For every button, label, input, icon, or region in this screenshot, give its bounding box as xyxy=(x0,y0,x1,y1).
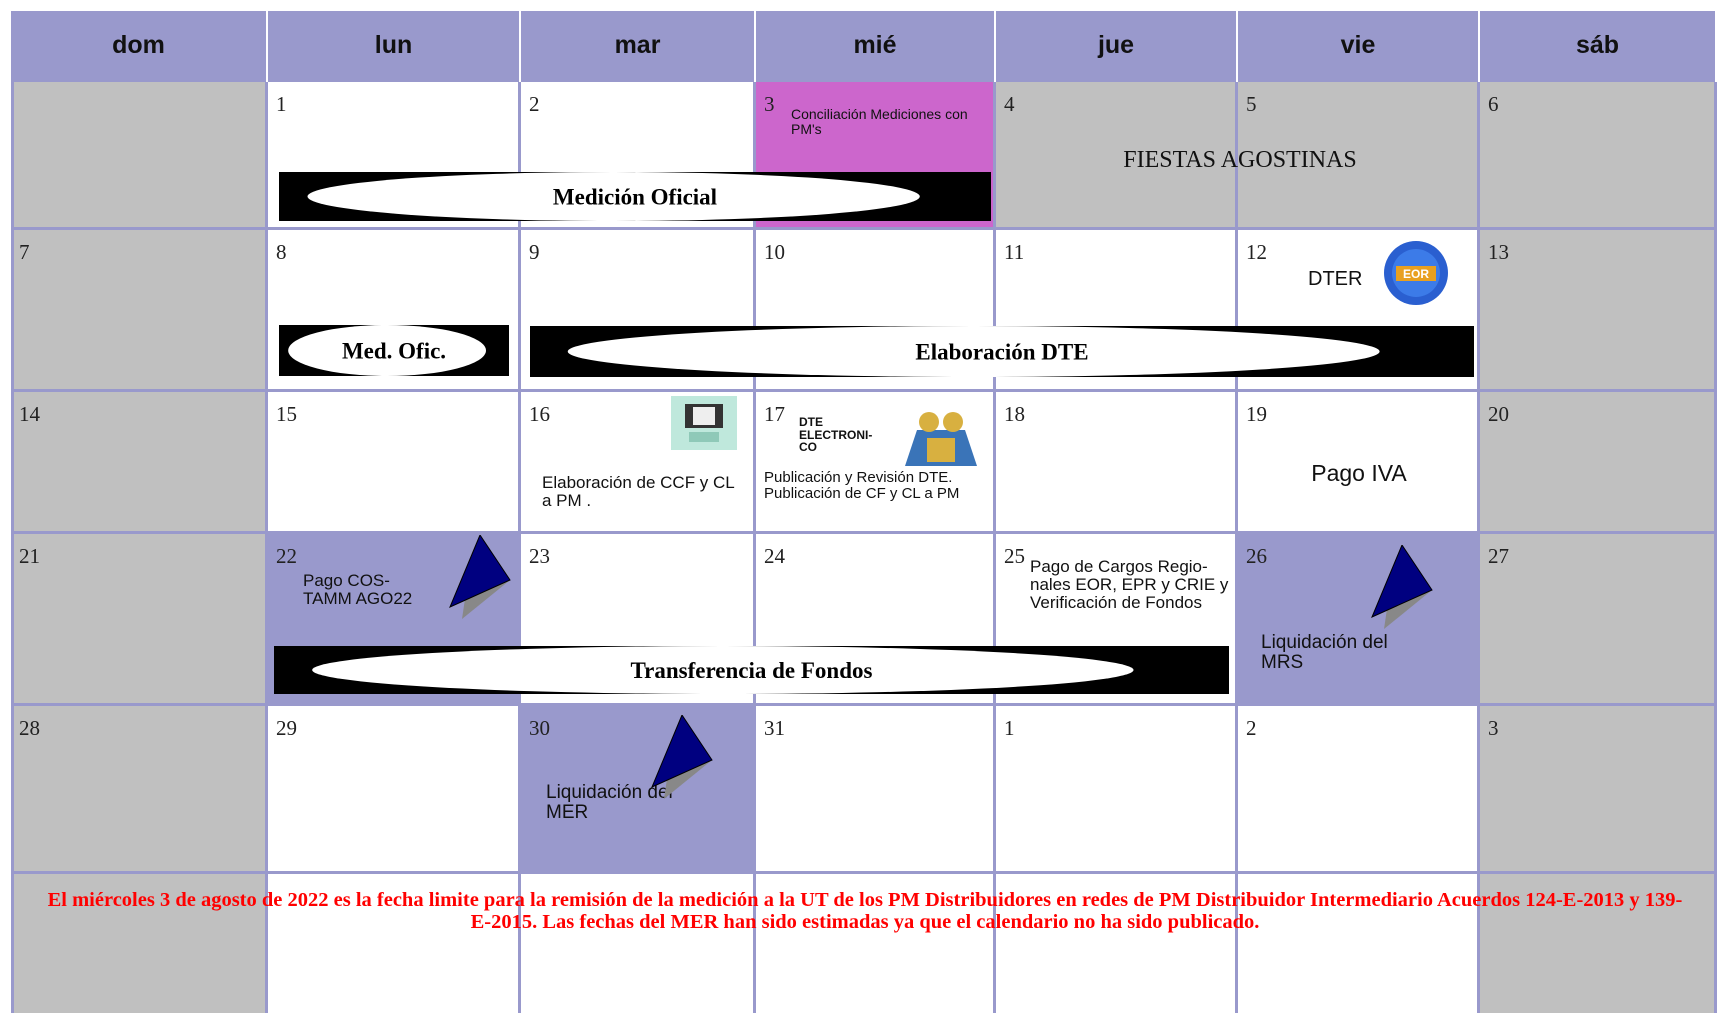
day-cell xyxy=(996,706,1238,874)
day-number: 31 xyxy=(764,716,785,740)
day-cell xyxy=(756,874,996,1013)
day-cell xyxy=(1480,230,1717,392)
day-number: 14 xyxy=(19,402,40,426)
day-number: 20 xyxy=(1488,402,1509,426)
day-number: 3 xyxy=(1488,716,1499,740)
day-cell xyxy=(1238,534,1480,706)
day-cell xyxy=(1238,706,1480,874)
doc-icon xyxy=(671,396,737,450)
triangle-icon xyxy=(651,715,713,799)
event-text: Liquidación del MER xyxy=(546,782,673,823)
banner-label: Med. Ofic. xyxy=(342,339,446,364)
day-number: 23 xyxy=(529,544,550,568)
day-number: 11 xyxy=(1004,240,1025,264)
day-number: 6 xyxy=(1488,92,1499,116)
day-cell xyxy=(268,392,521,534)
weekday-header: dom xyxy=(11,11,268,82)
day-number: 7 xyxy=(19,240,30,264)
day-number: 3 xyxy=(764,92,775,116)
weekday-header: sáb xyxy=(1480,11,1717,82)
footnote: El miércoles 3 de agosto de 2022 es la f… xyxy=(47,889,1683,933)
day-number: 27 xyxy=(1488,544,1509,568)
weekday-header: mié xyxy=(756,11,996,82)
banner-label: Transferencia de Fondos xyxy=(631,658,873,683)
day-cell xyxy=(1238,82,1480,230)
day-cell xyxy=(1480,82,1717,230)
day-number: 10 xyxy=(764,240,785,264)
event-text: DTE ELECTRONI-CO xyxy=(799,415,873,455)
banner: Transferencia de Fondos xyxy=(274,646,1229,694)
event-text: Liquidación del MRS xyxy=(1261,632,1388,673)
day-number: 1 xyxy=(1004,716,1015,740)
day-cell xyxy=(11,230,268,392)
event-text: Pago de Cargos Regio-nales EOR, EPR y CR… xyxy=(1030,557,1229,612)
day-cell xyxy=(11,706,268,874)
day-cell xyxy=(11,534,268,706)
day-number: 22 xyxy=(276,544,297,568)
day-number: 26 xyxy=(1246,544,1267,568)
event-text: DTER xyxy=(1308,268,1363,290)
triangle-icon xyxy=(449,535,511,619)
event-text: Pago COS-TAMM AGO22 xyxy=(303,571,413,608)
day-number: 8 xyxy=(276,240,287,264)
banner: Med. Ofic. xyxy=(279,325,509,376)
day-cell xyxy=(268,874,521,1013)
day-cell xyxy=(1480,392,1717,534)
day-cell xyxy=(11,82,268,230)
day-cell xyxy=(996,874,1238,1013)
event-text: Conciliación Mediciones con PM's xyxy=(791,106,968,137)
day-number: 28 xyxy=(19,716,40,740)
eor-icon: EOR xyxy=(1384,241,1448,305)
icon-label: EOR xyxy=(1403,267,1429,281)
day-number: 2 xyxy=(529,92,540,116)
day-cell xyxy=(521,706,756,874)
day-cell xyxy=(268,706,521,874)
day-number: 9 xyxy=(529,240,540,264)
banner-label: Elaboración DTE xyxy=(915,340,1088,365)
day-number: 25 xyxy=(1004,544,1025,568)
day-cell xyxy=(1480,534,1717,706)
day-number: 5 xyxy=(1246,92,1257,116)
day-number: 17 xyxy=(764,402,785,426)
people-icon xyxy=(905,412,977,466)
event-text: FIESTAS AGOSTINAS xyxy=(1123,147,1357,173)
day-number: 16 xyxy=(529,402,550,426)
day-number: 18 xyxy=(1004,402,1025,426)
day-number: 24 xyxy=(764,544,785,568)
banner: Elaboración DTE xyxy=(530,326,1474,377)
day-cell xyxy=(1238,874,1480,1013)
triangle-icon xyxy=(1371,545,1433,629)
day-cell xyxy=(756,706,996,874)
day-cell xyxy=(11,392,268,534)
day-number: 1 xyxy=(276,92,287,116)
day-number: 21 xyxy=(19,544,40,568)
day-number: 13 xyxy=(1488,240,1509,264)
day-cell xyxy=(11,874,268,1013)
day-cell xyxy=(1238,392,1480,534)
day-cell xyxy=(521,874,756,1013)
day-number: 2 xyxy=(1246,716,1257,740)
event-text: Publicación y Revisión DTE. Publicación … xyxy=(764,469,960,502)
event-text: Pago IVA xyxy=(1311,460,1407,486)
day-cell xyxy=(1480,874,1717,1013)
day-number: 12 xyxy=(1246,240,1267,264)
day-cell xyxy=(996,82,1238,230)
weekday-header: lun xyxy=(268,11,521,82)
weekday-header: vie xyxy=(1238,11,1480,82)
banner-label: Medición Oficial xyxy=(553,185,717,210)
banner: Medición Oficial xyxy=(279,172,991,221)
weekday-header: jue xyxy=(996,11,1238,82)
day-number: 29 xyxy=(276,716,297,740)
weekday-header: mar xyxy=(521,11,756,82)
event-text: Elaboración de CCF y CL a PM . xyxy=(542,473,735,510)
day-number: 4 xyxy=(1004,92,1015,116)
day-number: 15 xyxy=(276,402,297,426)
day-cell xyxy=(1480,706,1717,874)
day-number: 30 xyxy=(529,716,550,740)
day-cell xyxy=(996,392,1238,534)
day-number: 19 xyxy=(1246,402,1267,426)
